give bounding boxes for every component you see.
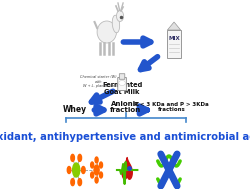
Circle shape	[90, 162, 93, 168]
Circle shape	[90, 172, 93, 178]
Circle shape	[72, 163, 80, 177]
FancyBboxPatch shape	[119, 74, 124, 79]
Text: Antioxidant, antihypertensive and antimicrobial activity: Antioxidant, antihypertensive and antimi…	[0, 132, 250, 142]
FancyBboxPatch shape	[167, 30, 180, 58]
Text: MIX: MIX	[168, 36, 179, 40]
Circle shape	[78, 179, 81, 186]
Text: P < 3 KDa and P > 3KDa
fractions: P < 3 KDa and P > 3KDa fractions	[134, 102, 208, 112]
Circle shape	[99, 172, 102, 178]
Circle shape	[81, 167, 85, 174]
Circle shape	[70, 179, 74, 186]
FancyBboxPatch shape	[117, 77, 126, 91]
Circle shape	[95, 157, 98, 163]
Circle shape	[78, 154, 81, 161]
Text: Chemical starter (W)
with
W + L. plantarum: Chemical starter (W) with W + L. plantar…	[80, 75, 116, 88]
Circle shape	[99, 162, 102, 168]
Circle shape	[95, 177, 98, 183]
Circle shape	[70, 154, 74, 161]
Polygon shape	[167, 22, 180, 30]
Circle shape	[67, 167, 70, 174]
Ellipse shape	[116, 11, 123, 22]
Circle shape	[94, 165, 99, 175]
Ellipse shape	[118, 81, 125, 85]
Ellipse shape	[112, 15, 119, 33]
Text: Anionic
fraction: Anionic fraction	[110, 101, 141, 114]
Text: Whey: Whey	[62, 105, 86, 115]
Polygon shape	[122, 157, 132, 179]
Ellipse shape	[97, 21, 116, 43]
Text: Fermented
Goat Milk: Fermented Goat Milk	[102, 82, 141, 95]
